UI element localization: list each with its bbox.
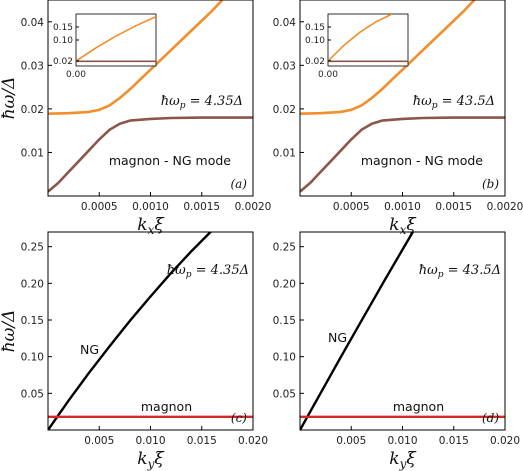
x-tick-label: 0.0015: [183, 201, 220, 213]
inset-frame: [327, 13, 409, 67]
inset-y-tick-label: 0.10: [305, 36, 325, 46]
panel-label: (c): [231, 411, 247, 425]
y-axis-label: ħω/Δ: [0, 77, 19, 120]
x-tick-label: 0.020: [490, 435, 520, 447]
series-line-0: [48, 0, 224, 115]
x-tick-label: 0.015: [187, 435, 217, 447]
x-tick-label: 0.010: [135, 435, 165, 447]
x-axis-label: kyξ: [389, 449, 417, 471]
plasma-frequency-annotation: ħωp = 4.35Δ: [161, 94, 243, 111]
inset-y-tick-label: 0.10: [53, 36, 73, 46]
y-tick-label: 0.25: [273, 242, 296, 254]
series-line-0: [48, 232, 213, 430]
y-tick-label: 0.03: [273, 60, 296, 72]
x-tick-label: 0.005: [84, 435, 114, 447]
y-axis-label: ħω/Δ: [0, 310, 19, 353]
panel-a: 0.0005 0.0010 0.0015 0.0020 0.01 0.02 0.03 0.04…: [21, 0, 272, 213]
panel-label: (b): [482, 177, 499, 191]
x-tick-label: 0.0020: [235, 201, 272, 213]
y-tick-label: 0.10: [21, 352, 44, 364]
magnon-label: magnon: [393, 399, 444, 414]
series-line-0: [300, 232, 414, 430]
x-axis-label: kxξ: [137, 215, 165, 237]
y-tick-label: 0.20: [273, 278, 296, 290]
inset-y-tick-label: 0.02: [53, 57, 73, 67]
x-tick-label: 0.0020: [487, 201, 523, 213]
x-axis-label: kxξ: [389, 215, 417, 237]
y-tick-label: 0.20: [21, 278, 44, 290]
inset-series-0: [328, 14, 393, 62]
inset-x-tick-label: 0.00: [66, 70, 86, 80]
y-tick-label: 0.15: [21, 315, 44, 327]
panel-label: (a): [230, 177, 247, 191]
inset: 0.02 0.10 0.15 0.00: [53, 13, 157, 80]
inset-y-tick-label: 0.15: [305, 23, 325, 33]
x-tick-label: 0.0010: [384, 201, 421, 213]
panel-b: 0.0005 0.0010 0.0015 0.0020 0.01 0.02 0.03 0.04…: [273, 0, 523, 213]
x-tick-label: 0.005: [336, 435, 366, 447]
plasma-frequency-annotation: ħωp = 43.5Δ: [413, 94, 495, 111]
inset: 0.02 0.10 0.15 0.00: [305, 13, 409, 80]
ng-label: NG: [80, 342, 99, 357]
panel-d: 0.005 0.010 0.015 0.020 0.05 0.10 0.15 0.20 0.25…: [273, 231, 520, 447]
ng-label: NG: [328, 330, 347, 345]
x-tick-label: 0.015: [439, 435, 469, 447]
y-tick-label: 0.04: [21, 17, 45, 29]
y-tick-label: 0.10: [273, 352, 296, 364]
series-line-1: [300, 116, 505, 193]
x-tick-label: 0.0015: [435, 201, 472, 213]
x-tick-label: 0.0005: [333, 201, 370, 213]
x-tick-label: 0.010: [387, 435, 417, 447]
series-line-1: [48, 116, 253, 193]
panel-label: (d): [482, 411, 499, 425]
plasma-frequency-annotation: ħωp = 43.5Δ: [419, 263, 501, 280]
series-line-0: [300, 0, 476, 115]
y-tick-label: 0.02: [21, 104, 44, 116]
panel-c: 0.005 0.010 0.015 0.020 0.05 0.10 0.15 0.20 0.25…: [21, 231, 268, 447]
inset-y-tick-label: 0.02: [305, 57, 325, 67]
x-axis-label: kyξ: [137, 449, 165, 471]
inset-series-0: [76, 15, 156, 62]
curve-label: magnon - NG mode: [109, 153, 231, 168]
x-tick-label: 0.0005: [81, 201, 118, 213]
plasma-frequency-annotation: ħωp = 4.35Δ: [167, 263, 249, 280]
y-tick-label: 0.15: [273, 315, 296, 327]
inset-y-tick-label: 0.15: [53, 23, 73, 33]
y-tick-label: 0.01: [273, 147, 296, 159]
x-tick-label: 0.0010: [132, 201, 169, 213]
y-tick-label: 0.05: [273, 388, 296, 400]
y-tick-label: 0.02: [273, 104, 296, 116]
magnon-label: magnon: [141, 399, 192, 414]
y-tick-label: 0.04: [273, 17, 297, 29]
inset-x-tick-label: 0.00: [318, 70, 338, 80]
curve-label: magnon - NG mode: [361, 153, 483, 168]
y-tick-label: 0.05: [21, 388, 44, 400]
y-tick-label: 0.25: [21, 242, 44, 254]
y-tick-label: 0.01: [21, 147, 44, 159]
y-tick-label: 0.03: [21, 60, 44, 72]
x-tick-label: 0.020: [238, 435, 268, 447]
